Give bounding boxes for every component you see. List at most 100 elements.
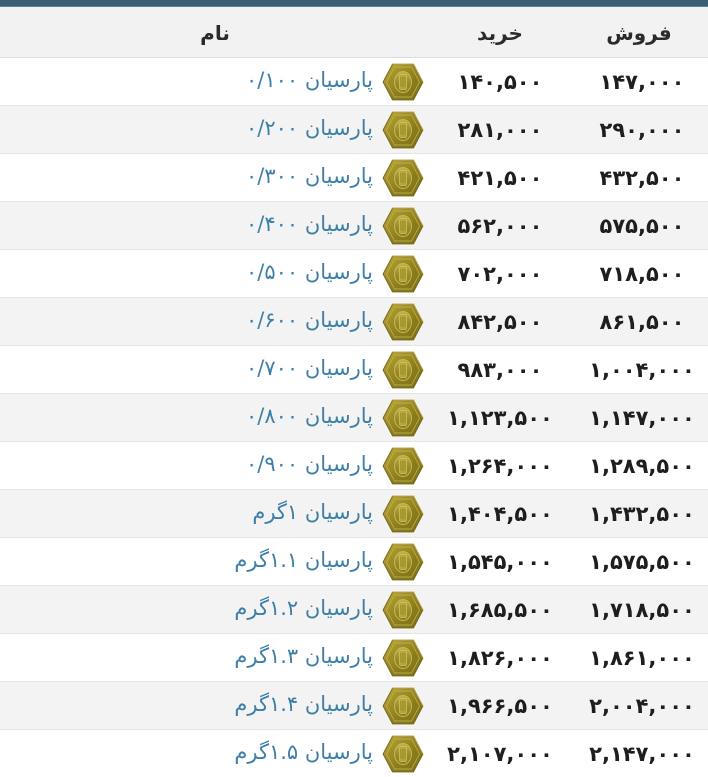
cell-buy-price: ۱,۲۶۴,۰۰۰	[430, 442, 570, 490]
name-wrapper: پارسیان ۱.۳گرم	[0, 634, 430, 681]
cell-name: پارسیان ۱.۳گرم	[0, 634, 430, 682]
name-wrapper: پارسیان ۰/۱۰۰	[0, 58, 430, 105]
cell-name: پارسیان ۱.۵گرم	[0, 730, 430, 777]
column-header-name[interactable]: نام	[0, 7, 430, 58]
coin-name-link[interactable]: پارسیان ۰/۶۰۰	[246, 310, 373, 333]
cell-sell-price: ۱,۱۴۷,۰۰۰	[570, 394, 708, 442]
name-wrapper: پارسیان ۰/۶۰۰	[0, 298, 430, 345]
cell-name: پارسیان ۱.۴گرم	[0, 682, 430, 730]
table-row[interactable]: ۱,۵۷۵,۵۰۰ ۱,۵۴۵,۰۰۰	[0, 538, 708, 586]
table-row[interactable]: ۱,۴۳۲,۵۰۰ ۱,۴۰۴,۵۰۰	[0, 490, 708, 538]
name-wrapper: پارسیان ۰/۲۰۰	[0, 106, 430, 153]
cell-buy-price: ۵۶۲,۰۰۰	[430, 202, 570, 250]
cell-sell-price: ۲,۱۴۷,۰۰۰	[570, 730, 708, 777]
table-row[interactable]: ۱,۰۰۴,۰۰۰ ۹۸۳,۰۰۰	[0, 346, 708, 394]
cell-buy-price: ۴۲۱,۵۰۰	[430, 154, 570, 202]
cell-name: پارسیان ۱.۲گرم	[0, 586, 430, 634]
cell-buy-price: ۲,۱۰۷,۰۰۰	[430, 730, 570, 777]
cell-name: پارسیان ۰/۸۰۰	[0, 394, 430, 442]
column-header-buy[interactable]: خرید	[430, 7, 570, 58]
table-row[interactable]: ۲۹۰,۰۰۰ ۲۸۱,۰۰۰	[0, 106, 708, 154]
table-row[interactable]: ۴۳۲,۵۰۰ ۴۲۱,۵۰۰	[0, 154, 708, 202]
name-wrapper: پارسیان ۱.۲گرم	[0, 586, 430, 633]
table-row[interactable]: ۸۶۱,۵۰۰ ۸۴۲,۵۰۰	[0, 298, 708, 346]
coin-name-link[interactable]: پارسیان ۰/۸۰۰	[246, 406, 373, 429]
table-row[interactable]: ۲,۱۴۷,۰۰۰ ۲,۱۰۷,۰۰۰	[0, 730, 708, 777]
cell-buy-price: ۱,۴۰۴,۵۰۰	[430, 490, 570, 538]
gold-coin-icon	[382, 62, 424, 102]
gold-coin-icon	[382, 398, 424, 438]
gold-coin-icon	[382, 302, 424, 342]
cell-sell-price: ۱,۵۷۵,۵۰۰	[570, 538, 708, 586]
page-body: فروش خرید نام ۱۴۷,۰۰۰ ۱۴۰,۵۰۰	[0, 7, 708, 769]
name-wrapper: پارسیان ۱گرم	[0, 490, 430, 537]
cell-name: پارسیان ۰/۱۰۰	[0, 58, 430, 106]
cell-buy-price: ۱,۵۴۵,۰۰۰	[430, 538, 570, 586]
gold-coin-icon	[382, 206, 424, 246]
coin-name-link[interactable]: پارسیان ۰/۹۰۰	[246, 454, 373, 477]
column-header-sell[interactable]: فروش	[570, 7, 708, 58]
gold-coin-icon	[382, 542, 424, 582]
cell-sell-price: ۱,۴۳۲,۵۰۰	[570, 490, 708, 538]
cell-sell-price: ۴۳۲,۵۰۰	[570, 154, 708, 202]
cell-sell-price: ۲,۰۰۴,۰۰۰	[570, 682, 708, 730]
coin-name-link[interactable]: پارسیان ۱گرم	[252, 502, 373, 525]
cell-name: پارسیان ۰/۴۰۰	[0, 202, 430, 250]
cell-buy-price: ۸۴۲,۵۰۰	[430, 298, 570, 346]
cell-buy-price: ۷۰۲,۰۰۰	[430, 250, 570, 298]
cell-name: پارسیان ۰/۲۰۰	[0, 106, 430, 154]
coin-name-link[interactable]: پارسیان ۱.۴گرم	[234, 694, 373, 717]
name-wrapper: پارسیان ۱.۱گرم	[0, 538, 430, 585]
coin-name-link[interactable]: پارسیان ۰/۴۰۰	[246, 214, 373, 237]
name-wrapper: پارسیان ۰/۵۰۰	[0, 250, 430, 297]
gold-coin-icon	[382, 590, 424, 630]
cell-buy-price: ۱۴۰,۵۰۰	[430, 58, 570, 106]
name-wrapper: پارسیان ۱.۵گرم	[0, 730, 430, 777]
table-row[interactable]: ۷۱۸,۵۰۰ ۷۰۲,۰۰۰	[0, 250, 708, 298]
name-wrapper: پارسیان ۰/۹۰۰	[0, 442, 430, 489]
coin-name-link[interactable]: پارسیان ۰/۳۰۰	[246, 166, 373, 189]
cell-sell-price: ۲۹۰,۰۰۰	[570, 106, 708, 154]
gold-coin-icon	[382, 494, 424, 534]
cell-name: پارسیان ۰/۵۰۰	[0, 250, 430, 298]
coin-name-link[interactable]: پارسیان ۱.۲گرم	[234, 598, 373, 621]
cell-sell-price: ۵۷۵,۵۰۰	[570, 202, 708, 250]
top-accent-bar	[0, 0, 708, 7]
coin-name-link[interactable]: پارسیان ۰/۱۰۰	[246, 70, 373, 93]
gold-coin-icon	[382, 638, 424, 678]
coin-name-link[interactable]: پارسیان ۱.۱گرم	[234, 550, 373, 573]
cell-sell-price: ۱۴۷,۰۰۰	[570, 58, 708, 106]
name-wrapper: پارسیان ۰/۷۰۰	[0, 346, 430, 393]
table-row[interactable]: ۱,۱۴۷,۰۰۰ ۱,۱۲۳,۵۰۰	[0, 394, 708, 442]
cell-sell-price: ۱,۸۶۱,۰۰۰	[570, 634, 708, 682]
coin-name-link[interactable]: پارسیان ۰/۷۰۰	[246, 358, 373, 381]
coin-name-link[interactable]: پارسیان ۱.۳گرم	[234, 646, 373, 669]
gold-coin-icon	[382, 350, 424, 390]
cell-name: پارسیان ۰/۹۰۰	[0, 442, 430, 490]
coin-name-link[interactable]: پارسیان ۱.۵گرم	[234, 742, 373, 765]
coin-name-link[interactable]: پارسیان ۰/۵۰۰	[246, 262, 373, 285]
gold-coin-icon	[382, 110, 424, 150]
table-row[interactable]: ۵۷۵,۵۰۰ ۵۶۲,۰۰۰	[0, 202, 708, 250]
cell-sell-price: ۱,۰۰۴,۰۰۰	[570, 346, 708, 394]
name-wrapper: پارسیان ۰/۳۰۰	[0, 154, 430, 201]
gold-coin-icon	[382, 734, 424, 774]
table-header-row: فروش خرید نام	[0, 7, 708, 58]
gold-coin-icon	[382, 686, 424, 726]
cell-sell-price: ۸۶۱,۵۰۰	[570, 298, 708, 346]
table-row[interactable]: ۱,۸۶۱,۰۰۰ ۱,۸۲۶,۰۰۰	[0, 634, 708, 682]
cell-buy-price: ۱,۱۲۳,۵۰۰	[430, 394, 570, 442]
cell-sell-price: ۱,۲۸۹,۵۰۰	[570, 442, 708, 490]
cell-name: پارسیان ۰/۶۰۰	[0, 298, 430, 346]
table-row[interactable]: ۲,۰۰۴,۰۰۰ ۱,۹۶۶,۵۰۰	[0, 682, 708, 730]
cell-name: پارسیان ۱.۱گرم	[0, 538, 430, 586]
coin-name-link[interactable]: پارسیان ۰/۲۰۰	[246, 118, 373, 141]
cell-buy-price: ۲۸۱,۰۰۰	[430, 106, 570, 154]
table-row[interactable]: ۱,۲۸۹,۵۰۰ ۱,۲۶۴,۰۰۰	[0, 442, 708, 490]
table-row[interactable]: ۱۴۷,۰۰۰ ۱۴۰,۵۰۰	[0, 58, 708, 106]
table-row[interactable]: ۱,۷۱۸,۵۰۰ ۱,۶۸۵,۵۰۰	[0, 586, 708, 634]
cell-sell-price: ۱,۷۱۸,۵۰۰	[570, 586, 708, 634]
gold-coin-icon	[382, 446, 424, 486]
name-wrapper: پارسیان ۰/۴۰۰	[0, 202, 430, 249]
cell-buy-price: ۹۸۳,۰۰۰	[430, 346, 570, 394]
